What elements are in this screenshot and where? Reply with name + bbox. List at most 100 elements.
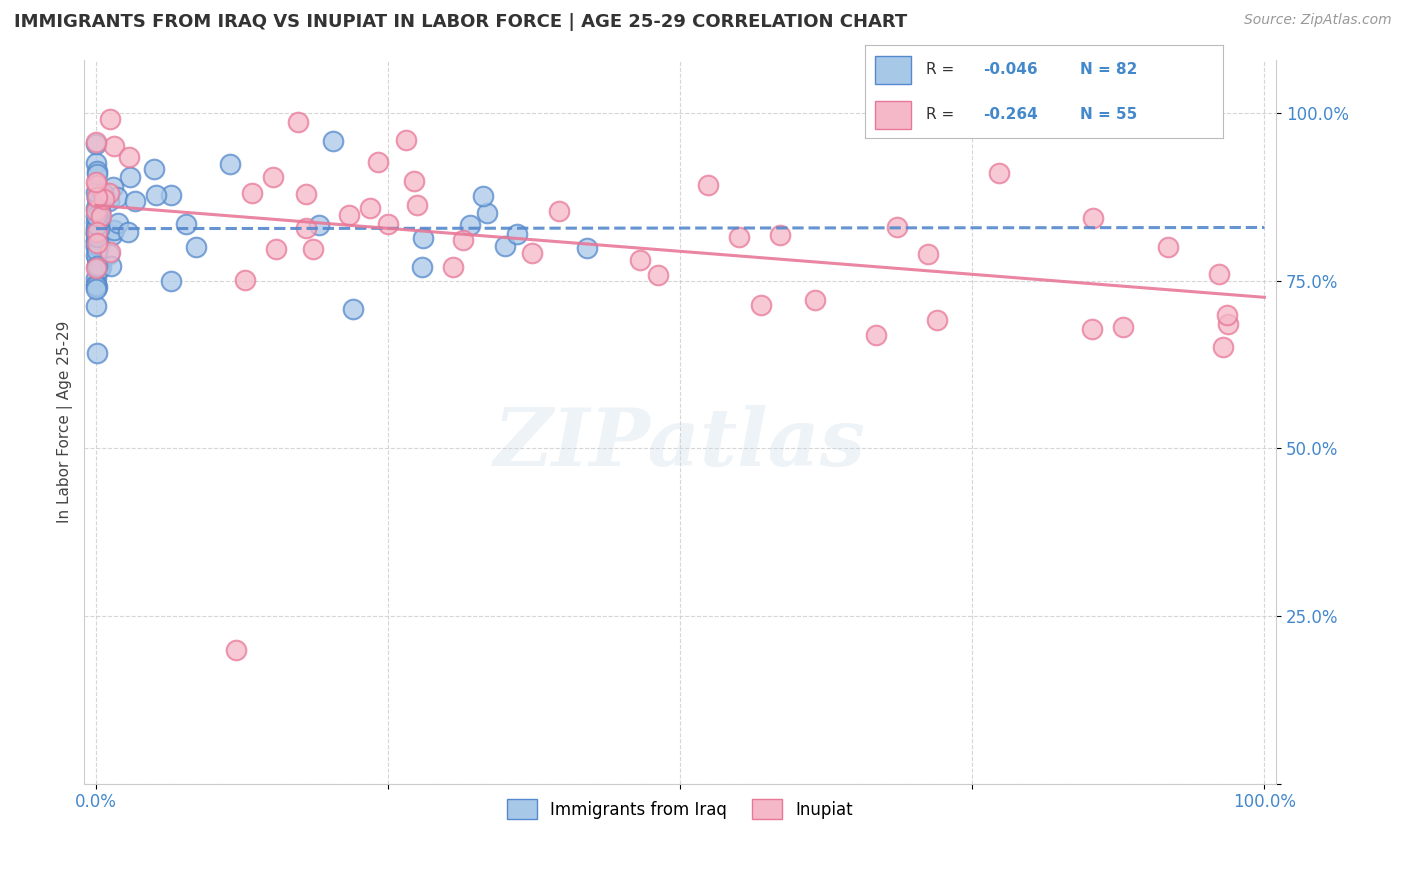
Point — [176, 217, 198, 231]
Point — [107, 216, 129, 230]
Point — [628, 253, 651, 268]
Point — [405, 198, 427, 212]
Point — [93, 190, 115, 204]
Legend: Immigrants from Iraq, Inupiat: Immigrants from Iraq, Inupiat — [501, 792, 860, 826]
Point — [302, 242, 325, 256]
Point — [86, 189, 108, 203]
Point — [322, 134, 344, 148]
Y-axis label: In Labor Force | Age 25-29: In Labor Force | Age 25-29 — [58, 320, 73, 523]
Text: IMMIGRANTS FROM IRAQ VS INUPIAT IN LABOR FORCE | AGE 25-29 CORRELATION CHART: IMMIGRANTS FROM IRAQ VS INUPIAT IN LABOR… — [14, 13, 907, 31]
Point — [377, 217, 399, 231]
Text: Source: ZipAtlas.com: Source: ZipAtlas.com — [1244, 13, 1392, 28]
Point — [124, 194, 146, 208]
Point — [86, 345, 108, 359]
Point — [367, 154, 389, 169]
Point — [84, 234, 107, 248]
Point — [89, 216, 111, 230]
Point — [520, 246, 543, 260]
Point — [548, 204, 571, 219]
Point — [86, 178, 108, 193]
Point — [441, 260, 464, 274]
Point — [89, 212, 111, 227]
Point — [84, 270, 107, 285]
Point — [86, 191, 108, 205]
FancyBboxPatch shape — [876, 101, 911, 129]
Point — [804, 293, 827, 307]
Point — [86, 258, 108, 272]
Point — [927, 313, 949, 327]
Point — [103, 138, 125, 153]
Point — [494, 239, 516, 253]
Point — [84, 175, 107, 189]
Point — [412, 231, 434, 245]
Point — [225, 642, 247, 657]
Point — [87, 236, 110, 251]
Text: -0.046: -0.046 — [983, 62, 1038, 78]
Point — [84, 224, 107, 238]
Point — [87, 218, 110, 232]
Point — [86, 236, 108, 251]
Point — [84, 220, 107, 235]
Point — [233, 273, 256, 287]
Point — [160, 274, 183, 288]
Point — [184, 240, 207, 254]
Point — [93, 192, 115, 206]
Point — [84, 248, 107, 262]
Point — [1216, 308, 1239, 322]
Point — [264, 242, 287, 256]
Point — [142, 161, 165, 176]
Point — [86, 218, 108, 232]
Point — [339, 208, 361, 222]
Point — [97, 194, 120, 208]
Point — [118, 169, 141, 184]
Point — [917, 246, 939, 260]
Point — [342, 302, 364, 317]
Point — [1081, 322, 1104, 336]
Point — [101, 179, 124, 194]
Point — [86, 225, 108, 239]
Point — [458, 219, 481, 233]
Point — [402, 174, 425, 188]
Point — [105, 190, 128, 204]
Point — [865, 328, 887, 343]
Text: ZIPatlas: ZIPatlas — [494, 405, 866, 483]
Point — [89, 212, 111, 227]
Point — [647, 268, 669, 282]
Point — [117, 225, 139, 239]
Point — [101, 227, 124, 242]
Point — [86, 244, 108, 259]
Point — [411, 260, 433, 275]
Point — [84, 277, 107, 292]
Point — [84, 227, 107, 241]
Point — [1216, 318, 1239, 332]
Point — [84, 299, 107, 313]
Text: R =: R = — [925, 107, 959, 122]
Point — [86, 167, 108, 181]
Point — [987, 165, 1010, 179]
FancyBboxPatch shape — [876, 56, 911, 84]
Point — [84, 282, 107, 296]
Point — [86, 136, 108, 151]
Point — [749, 298, 772, 312]
Point — [100, 259, 122, 273]
Point — [84, 156, 107, 170]
Point — [395, 133, 418, 147]
Point — [87, 221, 110, 235]
Point — [1081, 211, 1104, 225]
Point — [86, 164, 108, 178]
Point — [86, 250, 108, 264]
Point — [1157, 240, 1180, 254]
Text: N = 55: N = 55 — [1080, 107, 1137, 122]
Point — [98, 186, 121, 200]
Point — [103, 223, 125, 237]
Point — [475, 206, 498, 220]
Point — [451, 233, 474, 247]
Point — [89, 214, 111, 228]
Point — [218, 157, 240, 171]
Point — [84, 227, 107, 241]
Point — [295, 186, 318, 201]
Point — [84, 279, 107, 293]
Point — [160, 187, 183, 202]
Point — [1208, 267, 1230, 281]
Text: R =: R = — [925, 62, 959, 78]
